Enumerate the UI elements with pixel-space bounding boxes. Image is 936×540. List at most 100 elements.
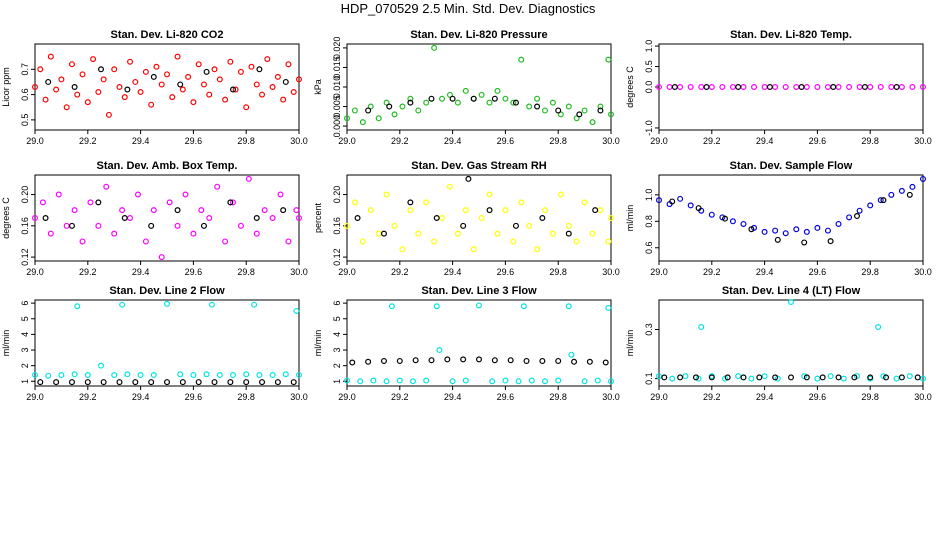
data-point — [695, 205, 702, 212]
data-point — [803, 83, 810, 90]
x-tick-label: 29.6 — [497, 392, 515, 402]
y-tick-label: 0.20 — [332, 186, 342, 204]
data-point — [761, 228, 768, 235]
data-point — [227, 58, 234, 65]
data-point — [835, 374, 842, 381]
data-point — [571, 358, 578, 365]
data-point — [526, 103, 533, 110]
data-point — [565, 230, 572, 237]
x-tick-label: 29.6 — [185, 136, 203, 146]
x-tick-label: 30.0 — [602, 136, 620, 146]
chart-title: Stan. Dev. Amb. Box Temp. — [97, 160, 238, 172]
y-axis-label: ml/min — [313, 330, 323, 357]
data-point — [42, 96, 49, 103]
y-tick-label: 0.7 — [20, 63, 30, 76]
data-point — [748, 226, 755, 233]
chart-panel-7: Stan. Dev. Line 2 Flow ml/min 29.0 29.2 29.4… — [1, 285, 308, 402]
data-point — [888, 83, 895, 90]
data-point — [772, 83, 779, 90]
data-point — [274, 379, 281, 386]
y-tick-label: 2 — [332, 363, 342, 368]
data-point — [814, 83, 821, 90]
data-point — [280, 96, 287, 103]
x-tick-label: 29.2 — [79, 136, 97, 146]
data-point — [84, 379, 91, 386]
y-tick-label: 5 — [332, 316, 342, 321]
data-point — [71, 83, 78, 90]
data-point — [269, 372, 276, 379]
data-point — [761, 83, 768, 90]
data-point — [698, 324, 705, 331]
data-point — [526, 222, 533, 229]
data-point — [539, 215, 546, 222]
data-point — [507, 357, 514, 364]
data-point — [142, 238, 149, 245]
y-tick-label: 0.010 — [332, 76, 342, 99]
x-tick-label: 29.8 — [861, 392, 879, 402]
data-point — [565, 222, 572, 229]
data-point — [367, 207, 374, 214]
data-point — [134, 191, 141, 198]
x-tick-label: 29.2 — [703, 392, 721, 402]
x-tick-label: 29.0 — [26, 136, 44, 146]
data-point — [772, 374, 779, 381]
data-point — [502, 377, 509, 384]
data-point — [195, 379, 202, 386]
x-tick-label: 29.4 — [444, 136, 462, 146]
chart-title: Stan. Dev. Line 4 (LT) Flow — [722, 285, 861, 297]
x-tick-label: 29.6 — [185, 267, 203, 277]
data-point — [465, 175, 472, 182]
data-point — [431, 44, 438, 51]
data-point — [137, 372, 144, 379]
data-point — [142, 68, 149, 75]
data-point — [919, 375, 926, 382]
data-point — [793, 226, 800, 233]
data-point — [914, 374, 921, 381]
data-point — [243, 379, 250, 386]
data-point — [460, 222, 467, 229]
data-point — [433, 303, 440, 310]
x-tick-label: 29.6 — [185, 392, 203, 402]
plot-frame — [658, 174, 924, 262]
data-point — [380, 357, 387, 364]
data-point — [428, 95, 435, 102]
chart-panel-6: Stan. Dev. Sample Flow ml/min 29.0 29.2 29.4… — [625, 160, 932, 277]
data-point — [71, 371, 78, 378]
data-point — [148, 222, 155, 229]
data-point — [898, 187, 905, 194]
data-point — [581, 199, 588, 206]
data-point — [423, 199, 430, 206]
data-point — [47, 53, 54, 60]
x-tick-label: 30.0 — [290, 136, 308, 146]
plot-frame — [346, 174, 612, 262]
data-point — [436, 347, 443, 354]
data-point — [97, 66, 104, 73]
data-point — [729, 83, 736, 90]
data-point — [31, 83, 38, 90]
data-point — [423, 377, 430, 384]
x-tick-label: 29.8 — [237, 267, 255, 277]
data-point — [111, 66, 118, 73]
data-point — [787, 299, 794, 306]
chart-panel-9: Stan. Dev. Line 4 (LT) Flow ml/min 29.0 29.… — [625, 285, 932, 402]
data-point — [602, 359, 609, 366]
data-point — [919, 175, 926, 182]
data-point — [565, 303, 572, 310]
data-point — [177, 371, 184, 378]
data-point — [827, 373, 834, 380]
data-point — [359, 119, 366, 126]
x-tick-label: 30.0 — [914, 267, 932, 277]
y-axis-label: kPa — [313, 79, 323, 95]
y-axis-label: Licor ppm — [1, 67, 11, 107]
data-point — [396, 357, 403, 364]
y-tick-label: 0.8 — [644, 215, 654, 228]
y-tick-label: 1.0 — [644, 40, 654, 53]
data-point — [589, 119, 596, 126]
data-point — [798, 83, 805, 90]
data-point — [203, 68, 210, 75]
data-point — [391, 222, 398, 229]
data-point — [512, 222, 519, 229]
data-point — [153, 63, 160, 70]
plot-frame — [658, 299, 924, 387]
